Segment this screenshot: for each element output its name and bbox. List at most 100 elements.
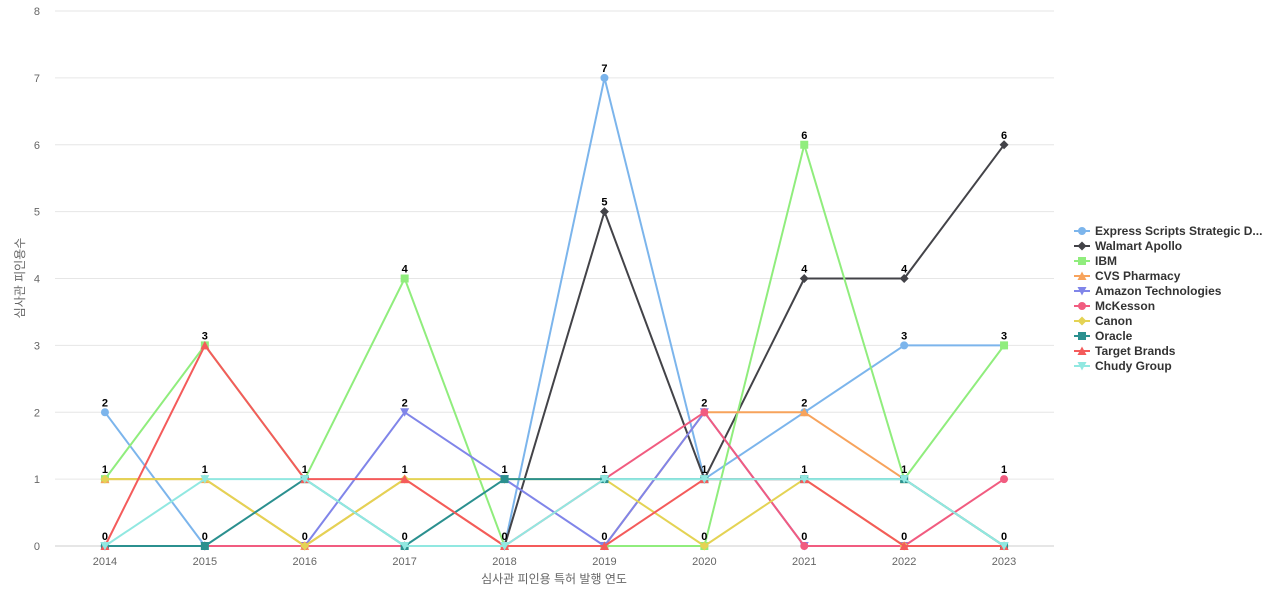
data-label: 1 (202, 464, 208, 476)
data-label: 1 (901, 464, 907, 476)
y-tick-label: 5 (34, 207, 40, 219)
data-point (799, 274, 809, 283)
legend-marker (1078, 332, 1086, 340)
data-label: 7 (601, 63, 607, 75)
legend-item[interactable]: Amazon Technologies (1074, 284, 1222, 298)
data-label: 1 (801, 464, 807, 476)
data-point (500, 542, 510, 551)
data-label: 0 (601, 531, 607, 543)
legend-label: Amazon Technologies (1095, 284, 1222, 298)
legend-label: Express Scripts Strategic D... (1095, 224, 1262, 238)
data-label: 3 (202, 330, 208, 342)
data-label: 0 (302, 531, 308, 543)
data-point (699, 541, 709, 551)
data-label: 1 (102, 464, 108, 476)
data-point (500, 475, 509, 484)
data-point (400, 542, 410, 551)
data-point (400, 474, 410, 484)
data-point (800, 542, 809, 550)
data-point (599, 475, 609, 484)
data-point (999, 542, 1009, 551)
x-tick-label: 2017 (392, 556, 416, 568)
y-tick-label: 7 (34, 73, 40, 85)
data-label: 0 (202, 531, 208, 543)
data-point (100, 474, 110, 484)
data-label: 0 (1001, 531, 1007, 543)
data-point (900, 341, 909, 350)
data-point (899, 475, 909, 484)
y-tick-label: 8 (34, 6, 40, 18)
x-tick-label: 2021 (792, 556, 816, 568)
data-point (300, 475, 310, 484)
data-label: 0 (701, 531, 707, 543)
legend-marker (1077, 346, 1087, 355)
data-label: 1 (302, 464, 308, 476)
series-line (104, 344, 1005, 547)
legend-item[interactable]: Target Brands (1074, 344, 1176, 358)
legend-item[interactable]: Express Scripts Strategic D... (1074, 224, 1262, 238)
data-point (1000, 341, 1009, 350)
legend-item[interactable]: Walmart Apollo (1074, 239, 1182, 253)
legend-item[interactable]: Oracle (1074, 329, 1133, 343)
data-point (200, 340, 210, 350)
y-axis: 0 1 2 3 4 5 6 7 8 (34, 6, 40, 553)
data-point (600, 73, 609, 82)
data-point (699, 475, 709, 484)
legend-marker (1077, 287, 1087, 296)
data-point (599, 541, 609, 550)
data-label: 5 (601, 197, 607, 209)
y-tick-label: 3 (34, 340, 40, 352)
x-tick-label: 2015 (193, 556, 217, 568)
legend-label: McKesson (1095, 299, 1155, 313)
data-label: 0 (102, 531, 108, 543)
data-label: 6 (1001, 130, 1007, 142)
x-axis: 2014 2015 2016 2017 2018 2019 2020 2021 2022 2023 (93, 556, 1017, 568)
series-9 (100, 475, 1009, 551)
x-tick-label: 2016 (293, 556, 317, 568)
data-label: 3 (901, 330, 907, 342)
data-point (700, 408, 709, 417)
legend-item[interactable]: CVS Pharmacy (1074, 269, 1181, 283)
data-label: 3 (1001, 330, 1007, 342)
data-point (100, 542, 110, 551)
legend-marker (1077, 362, 1087, 371)
data-point (1000, 475, 1009, 484)
x-tick-label: 2022 (892, 556, 916, 568)
data-label: 1 (701, 464, 707, 476)
y-tick-label: 2 (34, 407, 40, 419)
data-point (599, 207, 609, 217)
data-label: 6 (801, 130, 807, 142)
data-label: 4 (901, 264, 908, 276)
x-tick-label: 2023 (992, 556, 1016, 568)
data-labels: 2 1 0 3 1 0 1 0 4 2 1 0 1 0 7 5 1 0 2 1 0 6 4 2 1 0 4 3 1 0 6 3 1 0 (102, 63, 1007, 543)
series-8 (100, 340, 1009, 550)
legend-item[interactable]: Chudy Group (1074, 359, 1172, 373)
legend-item[interactable]: McKesson (1074, 299, 1155, 313)
legend-label: CVS Pharmacy (1095, 269, 1181, 283)
data-point (200, 542, 209, 550)
legend-marker (1077, 241, 1087, 251)
data-point (400, 274, 409, 283)
legend-marker (1077, 316, 1087, 326)
y-tick-label: 0 (34, 541, 40, 553)
x-tick-label: 2020 (692, 556, 716, 568)
data-label: 1 (501, 464, 507, 476)
data-label: 1 (601, 464, 607, 476)
series-line (104, 478, 1005, 547)
legend-item[interactable]: Canon (1074, 314, 1132, 328)
data-point (799, 475, 809, 484)
legend-label: Walmart Apollo (1095, 239, 1182, 253)
legend-marker (1078, 302, 1086, 310)
legend-label: IBM (1095, 254, 1117, 268)
legend-item[interactable]: IBM (1074, 254, 1117, 268)
data-label: 4 (402, 264, 409, 276)
y-axis-title: 심사관 피인용수 (13, 238, 27, 319)
legend-marker (1077, 271, 1087, 280)
data-label: 0 (402, 531, 408, 543)
data-point (899, 541, 909, 550)
legend-label: Canon (1095, 314, 1132, 328)
data-label: 1 (402, 464, 408, 476)
x-tick-label: 2014 (93, 556, 117, 568)
